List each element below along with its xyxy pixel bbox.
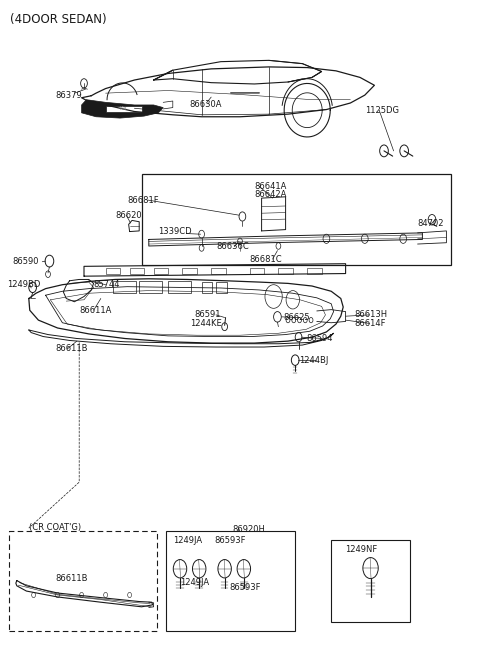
Text: 1339CD: 1339CD <box>158 227 192 236</box>
Text: 1244KE: 1244KE <box>190 319 221 328</box>
Text: 86620: 86620 <box>115 211 142 220</box>
Text: 1249BD: 1249BD <box>7 280 41 289</box>
Text: (CR COAT'G): (CR COAT'G) <box>29 523 81 532</box>
Bar <box>9 531 157 631</box>
Text: 86636C: 86636C <box>216 242 249 251</box>
Text: 86593F: 86593F <box>229 583 261 592</box>
Text: 1249JA: 1249JA <box>173 536 202 545</box>
Bar <box>202 282 212 293</box>
Text: Kia: Kia <box>120 106 127 112</box>
Bar <box>216 282 227 293</box>
Text: 86641A: 86641A <box>254 182 287 191</box>
Polygon shape <box>82 100 163 118</box>
Text: 86625: 86625 <box>283 313 310 322</box>
Bar <box>166 531 295 631</box>
Text: 1249JA: 1249JA <box>180 578 209 587</box>
Text: 86593F: 86593F <box>215 536 246 545</box>
Bar <box>182 268 197 274</box>
Bar <box>331 540 410 622</box>
Text: 85744: 85744 <box>94 280 120 289</box>
Bar <box>278 268 293 274</box>
Text: 86611A: 86611A <box>79 306 111 315</box>
Bar <box>106 268 120 274</box>
Bar <box>130 268 144 274</box>
Text: 86613H: 86613H <box>354 310 387 319</box>
Text: 86611B: 86611B <box>55 574 88 583</box>
Text: 86611B: 86611B <box>55 344 88 354</box>
Text: 86642A: 86642A <box>254 190 287 199</box>
Text: 86614F: 86614F <box>354 319 386 328</box>
Text: 86681C: 86681C <box>250 255 282 264</box>
Bar <box>106 106 142 112</box>
Text: 86681F: 86681F <box>127 195 159 205</box>
Text: 84702: 84702 <box>418 218 444 228</box>
Bar <box>168 281 191 293</box>
Text: 86590: 86590 <box>12 257 38 266</box>
Text: 86594: 86594 <box>306 334 333 343</box>
Text: 1249NF: 1249NF <box>345 544 377 554</box>
Text: 86591: 86591 <box>194 310 221 319</box>
Bar <box>142 174 451 265</box>
Text: 1125DG: 1125DG <box>365 106 399 115</box>
Bar <box>250 268 264 274</box>
Bar <box>307 268 322 274</box>
Text: 86920H: 86920H <box>232 525 265 534</box>
Text: (4DOOR SEDAN): (4DOOR SEDAN) <box>10 13 106 26</box>
Bar <box>211 268 226 274</box>
Text: 86630A: 86630A <box>190 100 222 110</box>
Bar <box>154 268 168 274</box>
Bar <box>113 281 136 293</box>
Bar <box>139 281 162 293</box>
Text: 86379: 86379 <box>55 91 82 100</box>
Text: 1244BJ: 1244BJ <box>300 356 329 365</box>
